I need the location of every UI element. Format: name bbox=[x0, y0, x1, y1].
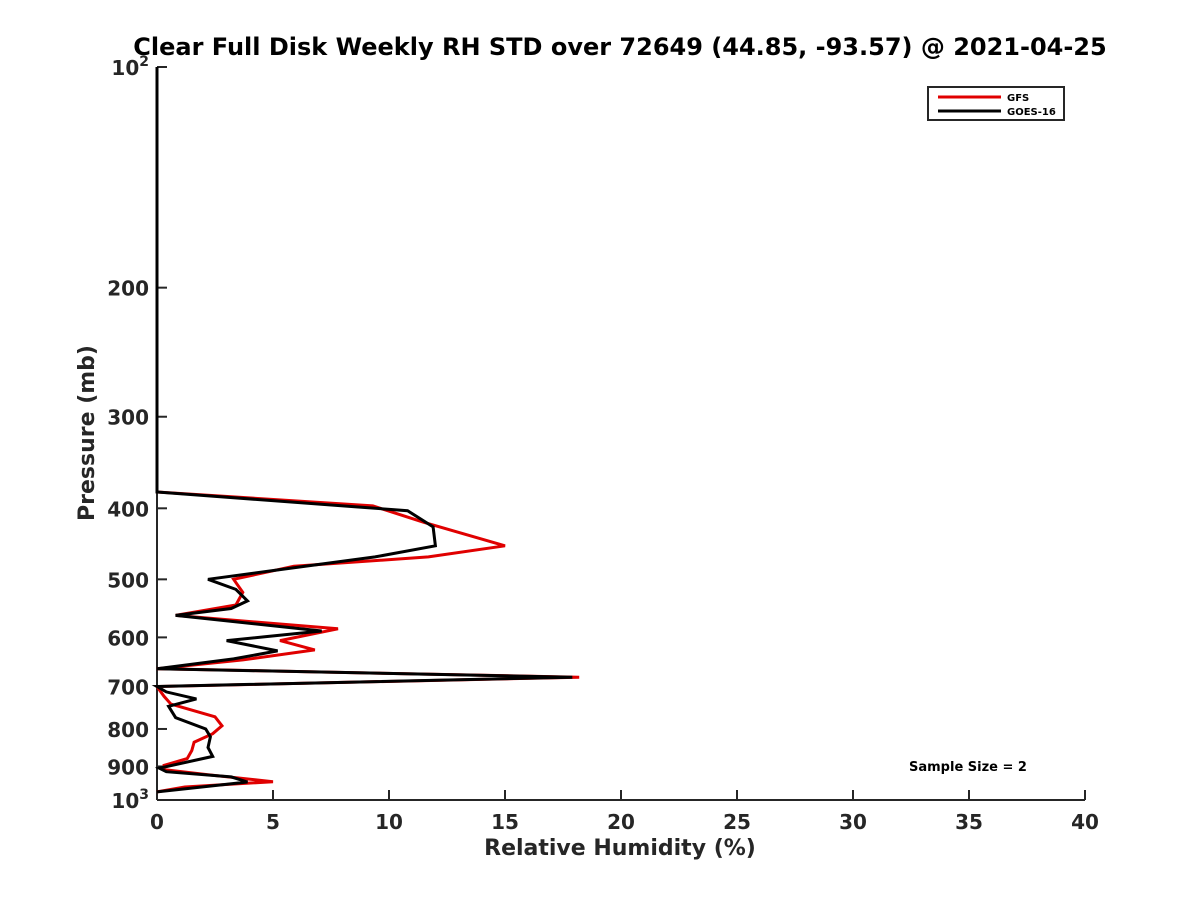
x-tick-label: 15 bbox=[491, 810, 519, 834]
y-tick-label: 400 bbox=[107, 497, 149, 521]
sample-size-annotation: Sample Size = 2 bbox=[909, 760, 1027, 775]
x-tick-label: 35 bbox=[955, 810, 983, 834]
legend-box bbox=[927, 86, 1065, 121]
series-line-goes16 bbox=[151, 67, 573, 794]
legend-entry: GFS bbox=[1007, 93, 1029, 104]
y-tick-label: 102 bbox=[111, 54, 149, 80]
legend-entry: GOES-16 bbox=[1007, 107, 1056, 118]
y-axis-label: Pressure (mb) bbox=[75, 345, 100, 521]
y-tick-label: 700 bbox=[107, 675, 149, 699]
y-tick-label: 600 bbox=[107, 626, 149, 650]
y-tick-label: 300 bbox=[107, 406, 149, 430]
x-tick-label: 0 bbox=[150, 810, 164, 834]
y-tick-label: 500 bbox=[107, 568, 149, 592]
y-tick-label: 103 bbox=[111, 787, 149, 813]
chart-title: Clear Full Disk Weekly RH STD over 72649… bbox=[133, 33, 1106, 61]
x-tick-label: 40 bbox=[1071, 810, 1099, 834]
x-tick-label: 5 bbox=[266, 810, 280, 834]
x-axis-label: Relative Humidity (%) bbox=[484, 836, 756, 861]
y-tick-label: 900 bbox=[107, 755, 149, 779]
x-tick-label: 10 bbox=[375, 810, 403, 834]
plot-area: 0 5 10 15 20 25 30 35 40 102 200 300 400 500 600 700 800… bbox=[107, 54, 1099, 834]
x-tick-label: 25 bbox=[723, 810, 751, 834]
x-tick-label: 20 bbox=[607, 810, 635, 834]
x-tick-label: 30 bbox=[839, 810, 867, 834]
y-tick-label: 800 bbox=[107, 718, 149, 742]
y-tick-label: 200 bbox=[107, 277, 149, 301]
